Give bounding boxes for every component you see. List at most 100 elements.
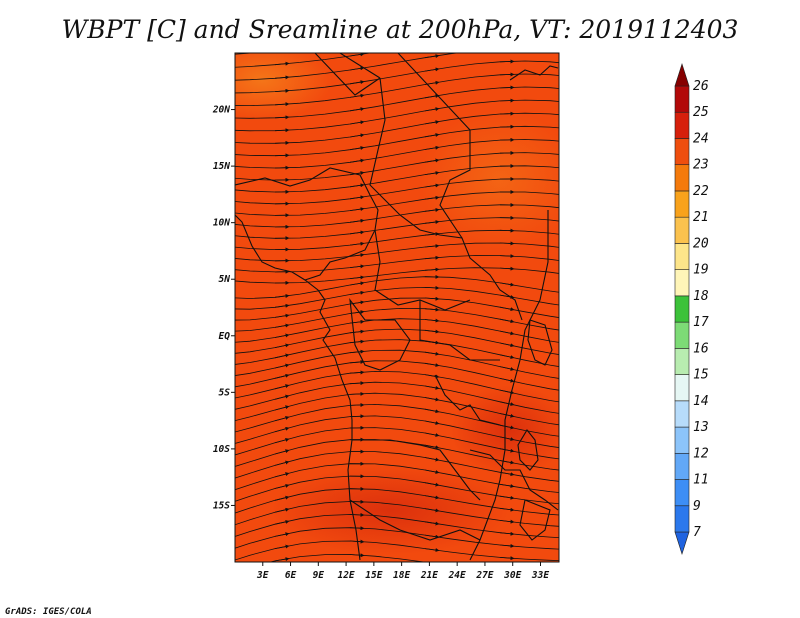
colorbar-swatch (674, 452, 690, 480)
streamline-arrow (274, 88, 290, 93)
streamline-arrow (274, 75, 290, 80)
colorbar-label: 20 (693, 236, 709, 251)
streamline-arrow (424, 54, 440, 59)
lon-tick-label: 3E (256, 570, 269, 581)
lat-tick-label: 10S (213, 444, 230, 455)
colorbar-label: 25 (693, 105, 709, 120)
streamline-arrow (349, 183, 365, 188)
streamline-arrow (424, 285, 440, 290)
streamline-arrow (349, 339, 365, 344)
streamline-arrow (349, 391, 365, 396)
colorbar-label: 15 (693, 368, 709, 383)
streamline-arrow (349, 370, 365, 375)
streamline-arrow (499, 389, 515, 395)
colorbar-swatch (674, 269, 690, 297)
colorbar-swatch (674, 321, 690, 349)
streamline-arrow (424, 94, 440, 99)
streamline-arrow (274, 544, 290, 549)
cooler-region-northeast (420, 110, 559, 250)
streamline-arrow (424, 255, 440, 260)
streamline-arrow (424, 351, 440, 356)
streamline-arrow (274, 363, 290, 369)
streamline-arrow (349, 107, 365, 112)
streamline-arrow (274, 426, 290, 433)
lon-tick-label: 12E (337, 570, 354, 581)
streamline-arrow (424, 457, 440, 462)
cooler-region-northwest (235, 53, 332, 120)
streamline-arrow (349, 120, 365, 125)
streamline-arrow (349, 359, 365, 364)
colorbar-swatch (674, 505, 690, 533)
streamline-arrow (424, 133, 440, 138)
streamline-arrow (274, 449, 290, 455)
colorbar-label: 7 (693, 525, 701, 540)
colorbar-label: 18 (693, 289, 709, 304)
lon-tick-label: 33E (531, 570, 549, 581)
streamline-arrow (424, 267, 440, 272)
streamline-arrow (274, 373, 290, 379)
colorbar-swatch (674, 85, 690, 113)
colorbar-label: 26 (693, 79, 709, 94)
streamline-arrow (349, 158, 365, 163)
streamline-arrow (274, 323, 290, 328)
streamline-arrow (499, 436, 515, 442)
streamline-arrow (499, 401, 515, 407)
streamline-arrow (499, 282, 515, 287)
streamline-arrow (424, 307, 440, 312)
streamline-arrow (424, 207, 440, 212)
streamline-arrow (275, 584, 288, 586)
streamline-arrow (499, 254, 515, 259)
streamline-arrow (499, 85, 515, 90)
streamline-arrow (424, 362, 440, 368)
lat-tick-label: 5N (219, 274, 231, 285)
colorbar-swatch (674, 426, 690, 454)
streamline-arrow (274, 472, 290, 478)
streamline-arrow (424, 244, 440, 248)
colorbar-label: 24 (693, 131, 709, 146)
streamline-arrow (274, 333, 290, 338)
lat-tick-label: 15N (213, 161, 230, 172)
streamline-arrow (274, 384, 290, 390)
colorbar-high-arrow (674, 63, 690, 87)
colorbar-label: 16 (693, 341, 709, 356)
coastlines-and-borders (235, 53, 559, 561)
streamline-arrow (424, 67, 440, 72)
streamline-arrow (349, 80, 365, 85)
streamline-arrow (349, 275, 365, 280)
streamline-arrow (349, 93, 365, 98)
streamline-arrow (350, 582, 363, 583)
lon-tick-label: 9E (313, 570, 325, 581)
streamline-arrow (274, 313, 290, 318)
latitude-axis: 20N 15N 10N 5N EQ 5S 10S 15S (212, 105, 235, 511)
lon-tick-label: 6E (285, 570, 297, 581)
lon-tick-label: 15E (365, 570, 382, 581)
colorbar-swatch (674, 295, 690, 323)
colorbar-swatch (674, 216, 690, 244)
streamline-arrow (349, 526, 365, 531)
streamline-arrow (499, 306, 515, 312)
streamline-arrow (349, 402, 365, 407)
lat-tick-label: 10N (213, 218, 230, 229)
colorbar-swatch (674, 348, 690, 375)
streamline-arrow (274, 394, 290, 400)
colorbar-label: 14 (693, 394, 709, 409)
streamline-arrow (499, 366, 515, 371)
streamline-arrow (499, 318, 515, 324)
streamline-arrow (424, 145, 440, 150)
streamline-arrow (274, 557, 290, 562)
streamline-arrow (349, 381, 365, 386)
streamline-arrow (274, 415, 290, 422)
streamline-arrow (274, 495, 290, 501)
streamline-arrow (499, 266, 515, 271)
streamline-arrow (349, 53, 365, 57)
streamline-arrow (499, 448, 515, 453)
streamline-arrow (349, 241, 365, 246)
colorbar-swatch (674, 111, 690, 139)
colorbar-label: 21 (693, 210, 709, 225)
streamline-arrow (424, 107, 440, 112)
streamline-arrow (424, 318, 440, 323)
streamline-arrow (349, 281, 365, 286)
streamline-arrow (274, 460, 290, 466)
streamline-arrow (424, 432, 440, 437)
